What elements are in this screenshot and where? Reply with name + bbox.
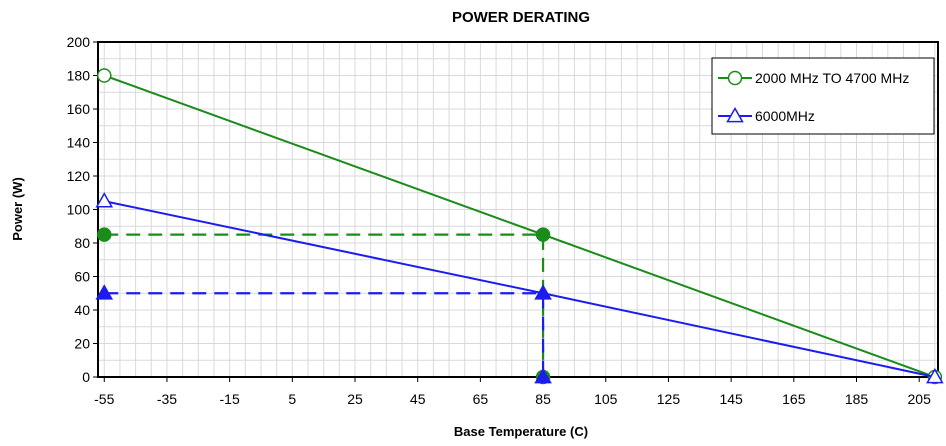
y-tick-label: 160 (67, 101, 91, 117)
y-tick-label: 0 (82, 369, 90, 385)
x-tick-label: 45 (410, 391, 426, 407)
x-tick-label: 205 (908, 391, 932, 407)
legend: 2000 MHz TO 4700 MHz 6000MHz (711, 57, 935, 135)
x-tick-label: 185 (845, 391, 869, 407)
x-tick-label: 165 (782, 391, 806, 407)
legend-entry-label: 6000MHz (755, 108, 815, 124)
guide-marker (97, 227, 112, 242)
y-tick-label: 140 (67, 135, 91, 151)
x-tick-label: 5 (288, 391, 296, 407)
x-tick-label: -15 (220, 391, 240, 407)
y-tick-label: 180 (67, 68, 91, 84)
y-tick-label: 40 (74, 302, 90, 318)
x-axis-label: Base Temperature (C) (454, 424, 588, 439)
chart-title: POWER DERATING (452, 9, 590, 26)
x-tick-label: 105 (594, 391, 618, 407)
series-line (104, 200, 936, 378)
series-line (103, 74, 936, 378)
y-tick-label: 20 (74, 336, 90, 352)
y-tick-label: 60 (74, 269, 90, 285)
y-axis-label: Power (W) (10, 177, 25, 241)
y-tick-label: 80 (74, 235, 90, 251)
grid (98, 42, 938, 377)
dashed-guide-line (104, 292, 545, 377)
guide-marker (534, 367, 552, 384)
y-tick-label: 100 (67, 202, 91, 218)
y-axis-ticks: 0 20 40 60 80 100 120 140 160 180 200 (67, 34, 98, 385)
x-tick-label: 145 (719, 391, 743, 407)
y-tick-label: 200 (67, 34, 91, 50)
legend-marker (726, 106, 744, 123)
x-tick-label: 25 (347, 391, 363, 407)
y-tick-label: 120 (67, 168, 91, 184)
x-tick-label: 125 (657, 391, 681, 407)
series-group (95, 68, 944, 385)
guide-marker (95, 284, 114, 300)
series-point (926, 367, 944, 384)
x-axis-ticks: -55 -35 -15 5 25 45 65 85 105 125 145 165 185 205 (94, 377, 931, 407)
legend-box (711, 57, 935, 135)
x-tick-label: -35 (157, 391, 177, 407)
x-tick-label: -55 (94, 391, 114, 407)
legend-marker (727, 70, 743, 86)
series-point (97, 68, 112, 83)
x-tick-label: 65 (473, 391, 489, 407)
legend-entry-label: 2000 MHz TO 4700 MHz (755, 70, 909, 86)
x-tick-label: 85 (535, 391, 551, 407)
series-point (95, 192, 114, 208)
